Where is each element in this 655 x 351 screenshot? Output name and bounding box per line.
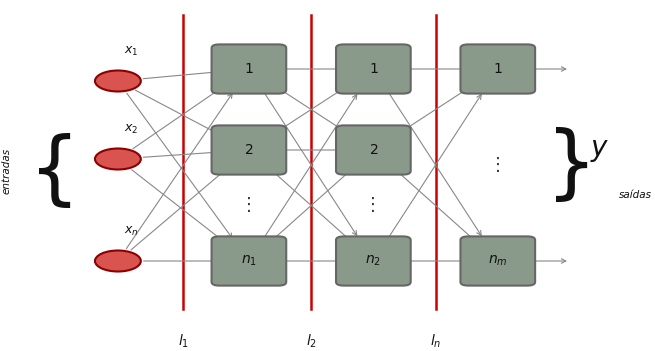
Text: $1$: $1$ (369, 62, 378, 76)
FancyBboxPatch shape (212, 237, 286, 286)
Text: ⋮: ⋮ (240, 197, 258, 214)
Text: $2$: $2$ (244, 143, 253, 157)
FancyBboxPatch shape (336, 125, 411, 174)
Circle shape (95, 148, 141, 170)
FancyBboxPatch shape (336, 44, 411, 94)
Text: $x_{2}$: $x_{2}$ (124, 124, 138, 137)
Circle shape (95, 71, 141, 92)
Text: $\{$: $\{$ (28, 132, 71, 211)
Text: $n_2$: $n_2$ (365, 254, 381, 268)
Circle shape (95, 251, 141, 272)
Text: entradas: entradas (1, 148, 12, 194)
Text: $n_1$: $n_1$ (241, 254, 257, 268)
FancyBboxPatch shape (336, 237, 411, 286)
FancyBboxPatch shape (212, 125, 286, 174)
FancyBboxPatch shape (460, 237, 535, 286)
Text: $l_2$: $l_2$ (306, 333, 316, 350)
Text: saídas: saídas (619, 190, 652, 200)
Text: $n_m$: $n_m$ (488, 254, 508, 268)
Text: $\}$: $\}$ (545, 126, 588, 205)
Text: $x_{1}$: $x_{1}$ (124, 45, 138, 59)
Text: $l_1$: $l_1$ (178, 333, 189, 350)
Text: $1$: $1$ (493, 62, 502, 76)
Text: $1$: $1$ (244, 62, 253, 76)
Text: ⋮: ⋮ (364, 197, 383, 214)
Text: $2$: $2$ (369, 143, 378, 157)
Text: $y$: $y$ (590, 136, 609, 164)
Text: $x_{n}$: $x_{n}$ (124, 225, 138, 238)
FancyBboxPatch shape (460, 44, 535, 94)
FancyBboxPatch shape (212, 44, 286, 94)
Text: $l_n$: $l_n$ (430, 333, 441, 350)
Text: ⋮: ⋮ (489, 156, 507, 174)
